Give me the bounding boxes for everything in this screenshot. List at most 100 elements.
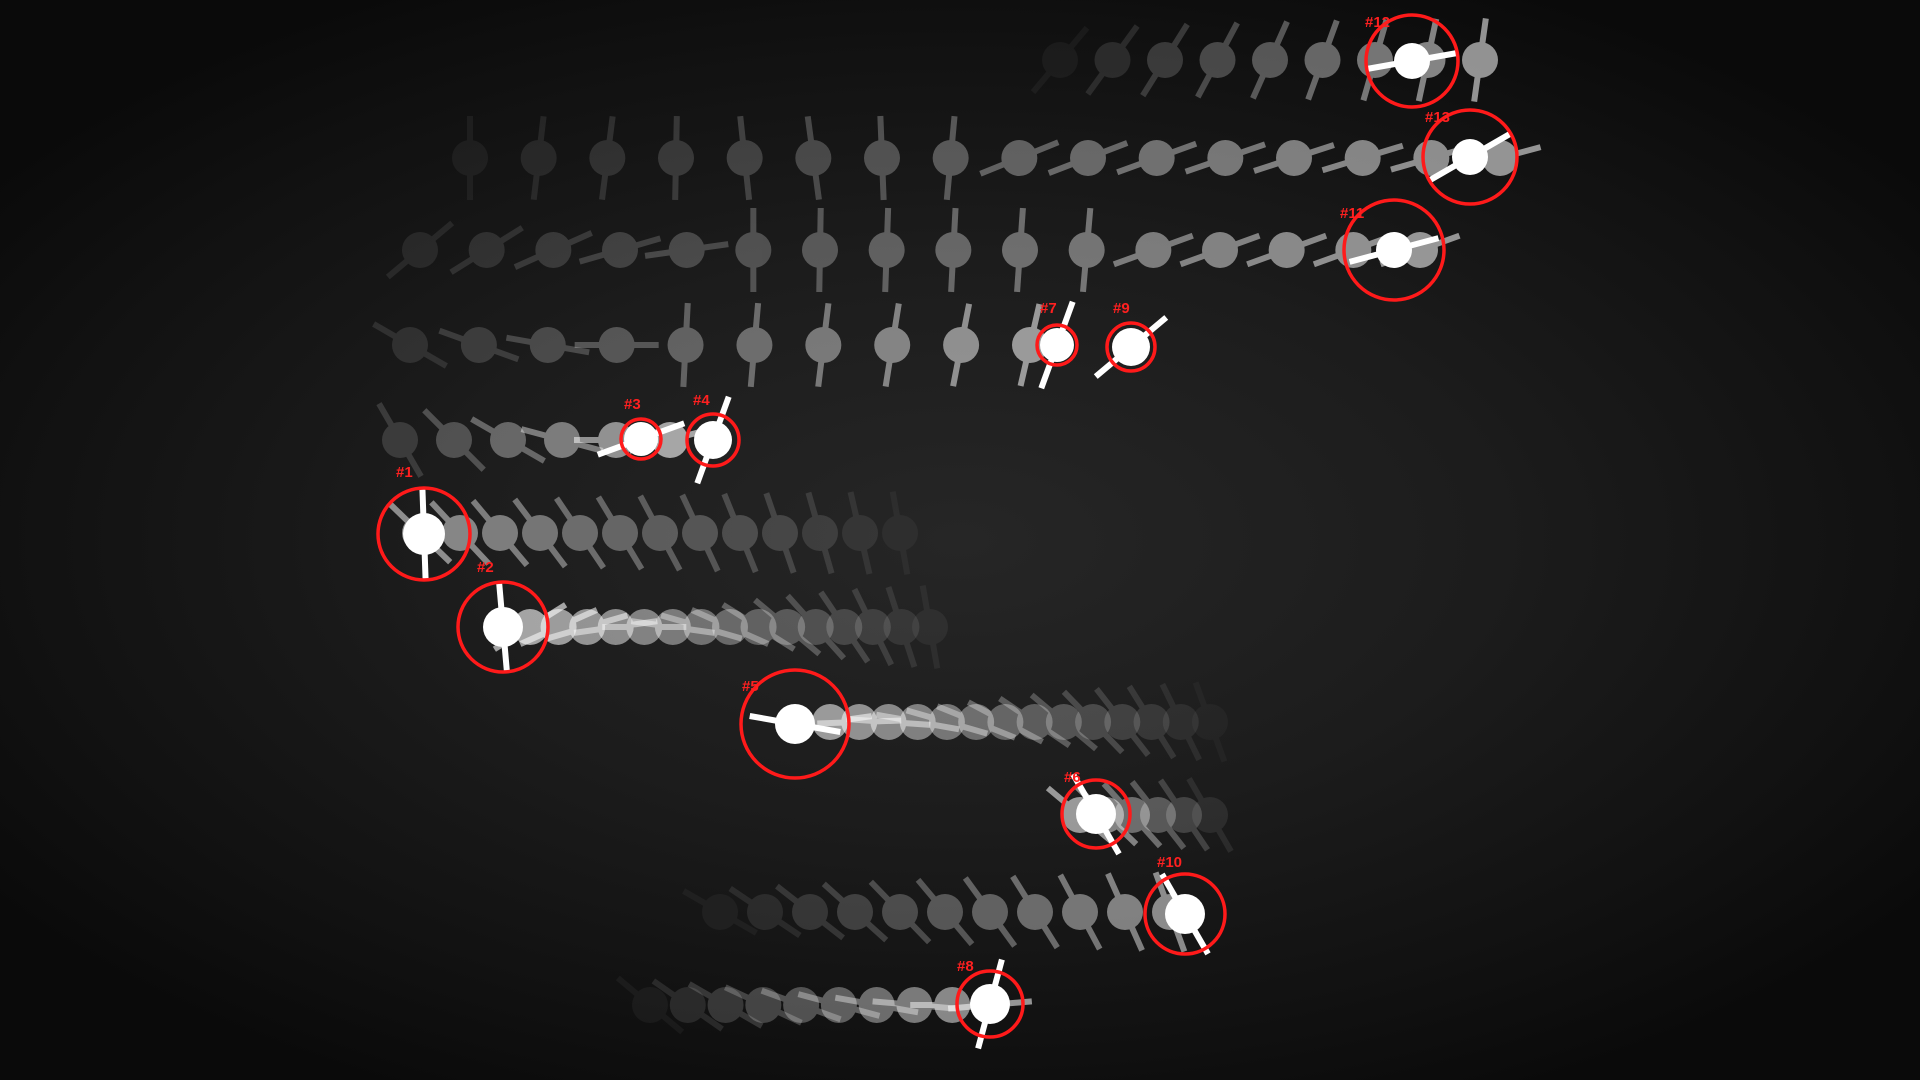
ghost-dot (589, 115, 626, 201)
ghost-stick (505, 334, 590, 356)
ghost-disc (896, 987, 933, 1023)
ghost-dot (1184, 140, 1267, 176)
ghost-disc (382, 422, 418, 458)
ghost-stick (724, 984, 803, 1026)
ghost-disc (602, 232, 638, 268)
ghost-stick (889, 491, 911, 575)
ghost-dot (644, 232, 729, 268)
ghost-stick (429, 500, 491, 566)
ghost-dot (721, 602, 796, 652)
ghost-disc (740, 609, 777, 645)
trail-row (376, 402, 712, 478)
ghost-dot (554, 496, 606, 570)
ghost-disc (442, 515, 478, 551)
ghost-stick (1195, 21, 1240, 99)
ghost-stick (875, 711, 960, 733)
ghost-stick (872, 998, 957, 1012)
ghost-disc (1357, 42, 1393, 78)
ghost-disc (912, 609, 948, 645)
ghost-disc (544, 422, 580, 458)
ghost-stick (728, 886, 802, 938)
ghost-dot (596, 420, 686, 458)
ghost-disc (762, 515, 798, 551)
ghost-disc (392, 327, 428, 363)
ghost-stick (1030, 25, 1090, 95)
ghost-disc (820, 987, 857, 1023)
ghost-stick (818, 590, 871, 664)
marker-label: #12 (1365, 14, 1390, 31)
ghost-stick (470, 498, 530, 568)
ghost-dot (1105, 872, 1145, 952)
tracked-object-m8: #8 (955, 958, 1025, 1050)
ghost-dot (1179, 232, 1261, 268)
ghost-disc (1076, 794, 1116, 834)
ghost-disc (932, 140, 969, 176)
ghost-stick (651, 978, 724, 1032)
ghost-dot (505, 327, 590, 363)
ghost-disc (854, 609, 891, 645)
ghost-dot (438, 327, 520, 363)
ghost-dot (682, 888, 758, 936)
ghost-dot (724, 984, 803, 1026)
ghost-disc (783, 987, 820, 1023)
ghost-stick (905, 707, 989, 737)
ghost-disc (769, 609, 806, 645)
ghost-disc (1344, 140, 1381, 176)
ghost-stick (470, 416, 546, 464)
marker-label: #10 (1157, 854, 1182, 871)
ghost-disc (1276, 140, 1312, 176)
ghost-disc (826, 609, 863, 645)
ghost-disc (802, 515, 838, 551)
ghost-stick (851, 587, 894, 667)
ghost-dot (1428, 131, 1512, 183)
ghost-dot (679, 493, 721, 573)
ghost-stick (690, 607, 770, 647)
ghost-stick (1112, 232, 1194, 268)
ghost-disc (736, 327, 773, 363)
ghost-disc (1394, 43, 1430, 79)
ghost-stick (615, 975, 685, 1035)
ghost-dot (513, 230, 593, 270)
ghost-dot (726, 115, 763, 201)
ghost-dot (1140, 22, 1190, 98)
ghost-dot (1366, 43, 1458, 79)
ghost-dot (864, 115, 900, 201)
ghost-disc (1138, 140, 1175, 176)
ghost-disc (943, 327, 980, 363)
ghost-stick (868, 879, 932, 945)
ghost-stick (943, 115, 958, 201)
ghost-disc (1068, 232, 1105, 268)
ghost-disc (1147, 42, 1183, 78)
tracked-object-m5: #5 (739, 668, 851, 780)
ghost-dot (736, 302, 773, 388)
ghost-stick (847, 491, 873, 575)
trail-row (615, 975, 1033, 1035)
ghost-disc (482, 515, 518, 551)
ghost-dot (735, 208, 772, 292)
ghost-stick (882, 303, 902, 387)
ghost-dot (1030, 25, 1090, 95)
ghost-disc (520, 140, 557, 176)
tracked-object-m7: #7 (1035, 300, 1079, 390)
ghost-stick (1305, 19, 1340, 101)
ghost-stick (687, 981, 764, 1029)
ghost-dot (970, 958, 1010, 1050)
ghost-stick (512, 497, 568, 569)
ghost-stick (915, 877, 975, 947)
ghost-disc (1376, 232, 1412, 268)
ghost-disc (735, 232, 772, 268)
tracked-object-m1: #1 (376, 464, 472, 582)
ghost-stick (422, 408, 486, 472)
ghost-dot (728, 886, 802, 938)
ghost-stick (815, 302, 832, 388)
ghost-stick (885, 586, 918, 668)
ghost-disc (1135, 232, 1172, 268)
ghost-stick (1085, 24, 1140, 96)
tracked-object-m11: #11 (1340, 198, 1446, 302)
ghost-dot (998, 696, 1072, 748)
ghost-disc (712, 609, 748, 645)
ghost-disc (562, 515, 598, 551)
ghost-disc (1001, 140, 1038, 176)
marker-ring (1143, 872, 1227, 956)
